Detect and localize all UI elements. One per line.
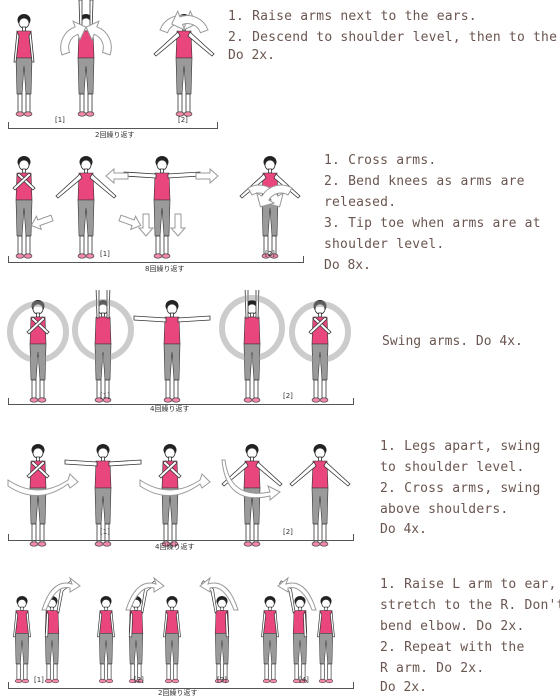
curved-arrow-icon (138, 213, 154, 237)
repeat-bracket (8, 122, 218, 129)
repeat-instruction: Swing arms. Do 4x. (382, 334, 523, 349)
instruction-step: released. (324, 195, 397, 210)
curved-arrow-icon (199, 576, 239, 611)
repeat-count: 2回繰り返す (158, 689, 198, 697)
exercise-figure-icon (308, 299, 332, 403)
instruction-step: 2. Cross arms, swing (380, 481, 541, 496)
curved-arrow-icon (170, 213, 186, 237)
curved-arrow-icon (139, 473, 211, 496)
exercise-figure-icon (239, 155, 301, 259)
exercise-figure-icon (13, 595, 31, 684)
repeat-count: 8回繰り返す (145, 265, 185, 273)
instruction-step: shoulder level. (324, 237, 445, 252)
instruction-list: 1. Legs apart, swing to shoulder level. … (380, 436, 541, 520)
step-tick: [2] (283, 528, 293, 536)
exercise-figure-icon (201, 580, 230, 684)
curved-arrow-icon (219, 295, 285, 361)
step-tick: [1] (100, 528, 110, 536)
exercise-illustration (13, 576, 335, 684)
repeat-instruction: Do 8x. (324, 258, 371, 273)
step-tick: [4] (299, 676, 309, 684)
curved-arrow-icon (125, 576, 165, 611)
repeat-instruction: Do 4x. (380, 522, 427, 537)
exercise-figure-icon (94, 290, 112, 403)
instruction-list: 1. Raise arms next to the ears. 2. Desce… (228, 6, 560, 48)
instruction-step: 2. Bend knees as arms are (324, 174, 525, 189)
exercise-figure-icon (12, 155, 36, 259)
instruction-list: 1. Raise L arm to ear, stretch to the R.… (380, 574, 560, 679)
exercise-figure-icon (13, 13, 35, 117)
step-tick: [2] (265, 250, 275, 258)
instruction-list: 1. Cross arms. 2. Bend knees as arms are… (324, 150, 541, 255)
instruction-step: 1. Raise L arm to ear, (380, 577, 557, 592)
instruction-step: stretch to the R. Don't (380, 598, 560, 613)
exercise-figure-icon (279, 580, 308, 684)
exercise-figure-icon (97, 595, 115, 684)
instruction-step: 1. Raise arms next to the ears. (228, 9, 477, 24)
exercise-figure-icon (317, 595, 335, 684)
instruction-step: bend elbow. Do 2x. (380, 619, 525, 634)
exercise-section-3: [1] [2] 4回繰り返す Swing arms. Do 4x. (0, 290, 560, 420)
curved-arrow-icon (221, 459, 281, 502)
repeat-instruction: Do 2x. (380, 680, 427, 695)
curved-arrow-icon (105, 168, 129, 184)
curved-arrow-icon (7, 301, 69, 363)
exercise-section-2: [1] [2] 8回繰り返す 1. Cross arms. 2. Bend kn… (0, 148, 560, 278)
curved-arrow-icon (72, 299, 134, 361)
instruction-step: 1. Cross arms. (324, 153, 437, 168)
step-tick: [2] (178, 116, 188, 124)
step-tick: [3] (217, 676, 227, 684)
exercise-illustration (7, 443, 351, 547)
curved-arrow-icon (7, 473, 79, 496)
exercise-figure-icon (289, 443, 351, 547)
exercise-figure-icon (77, 0, 95, 117)
instruction-step: above shoulders. (380, 502, 509, 517)
step-tick: [1] (100, 392, 110, 400)
instruction-step: R arm. Do 2x. (380, 661, 485, 676)
curved-arrow-icon (277, 576, 317, 611)
curved-arrow-icon (289, 301, 351, 363)
curved-arrow-icon (28, 210, 55, 233)
repeat-count: 2回繰り返す (95, 131, 135, 139)
exercise-figure-icon (163, 595, 181, 684)
instruction-step: 2. Repeat with the (380, 640, 525, 655)
step-tick: [2] (134, 676, 144, 684)
step-tick: [2] (283, 392, 293, 400)
step-tick: [1] (55, 116, 65, 124)
exercise-figure-icon (261, 595, 279, 684)
repeat-count: 4回繰り返す (155, 543, 195, 551)
instruction-step: 3. Tip toe when arms are at (324, 216, 541, 231)
instruction-step: to shoulder level. (380, 460, 525, 475)
instruction-step: 1. Legs apart, swing (380, 439, 541, 454)
exercise-figure-icon (55, 155, 117, 259)
exercise-section-5: [1] [2] [3] [4] 2回繰り返す 1. Raise L arm to… (0, 572, 560, 700)
exercise-figure-icon (123, 155, 201, 259)
exercise-figure-icon (243, 290, 261, 403)
exercise-section-1: [1] [2] 2回繰り返す 1. Raise arms next to the… (0, 0, 560, 140)
step-tick: [1] (34, 676, 44, 684)
curved-arrow-icon (195, 168, 219, 184)
instruction-step: 2. Descend to shoulder level, then to th… (228, 30, 560, 45)
repeat-bracket (8, 534, 354, 541)
repeat-count: 4回繰り返す (150, 405, 190, 413)
repeat-bracket (8, 256, 304, 263)
exercise-section-4: [1] [2] 4回繰り返す 1. Legs apart, swing to s… (0, 430, 560, 560)
step-tick: [1] (100, 250, 110, 258)
exercise-illustration (13, 0, 215, 117)
exercise-figure-icon (133, 299, 211, 403)
repeat-bracket (8, 682, 354, 689)
curved-arrow-icon (41, 576, 81, 611)
exercise-illustration (7, 290, 351, 403)
repeat-bracket (8, 398, 354, 405)
exercise-figure-icon (26, 299, 50, 403)
repeat-instruction: Do 2x. (228, 48, 275, 63)
